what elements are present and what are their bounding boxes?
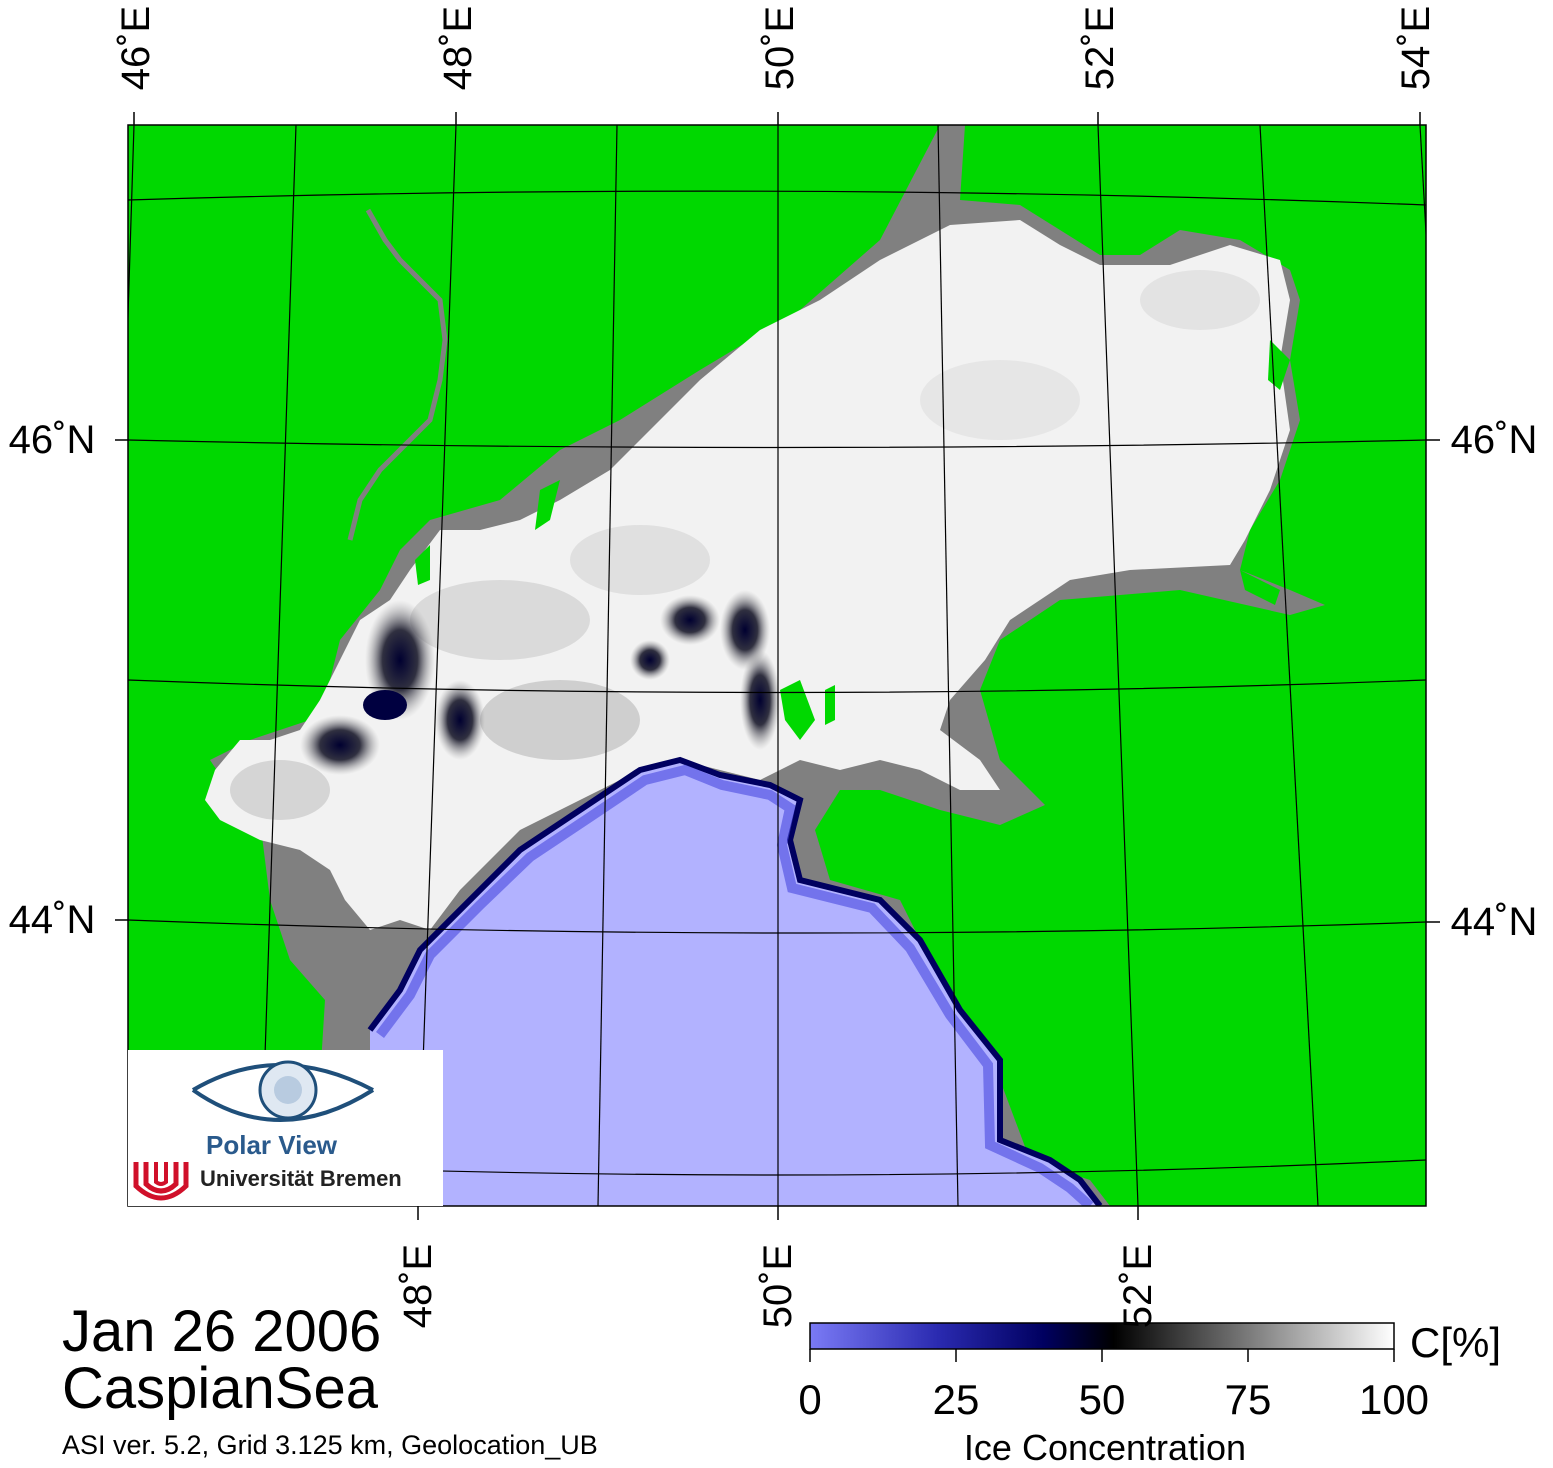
meridian-line bbox=[259, 125, 297, 1206]
meridian-line bbox=[1259, 125, 1319, 1206]
graticule bbox=[128, 125, 1426, 1206]
ice-edge bbox=[367, 756, 1103, 1206]
colorbar-tick-label: 25 bbox=[932, 1376, 980, 1423]
parallel-line bbox=[128, 439, 1426, 449]
ice-texture bbox=[230, 270, 1260, 820]
map-date: Jan 26 2006 bbox=[62, 1299, 382, 1364]
colorbar-tick-label: 75 bbox=[1224, 1376, 1272, 1423]
tick-marks bbox=[115, 112, 1440, 1220]
colorbar-title: Ice Concentration bbox=[963, 1427, 1247, 1468]
colorbar-tick-label: 0 bbox=[798, 1376, 822, 1423]
open-water bbox=[370, 760, 1100, 1206]
map-meta: ASI ver. 5.2, Grid 3.125 km, Geolocation… bbox=[62, 1430, 598, 1460]
lon-label-top: 46˚E bbox=[114, 5, 158, 91]
river bbox=[347, 208, 448, 541]
lon-label-top: 52˚E bbox=[1078, 5, 1122, 91]
map-frame bbox=[127, 124, 1427, 1207]
sea-ice bbox=[205, 220, 1290, 930]
meridian-line bbox=[1419, 125, 1426, 244]
colorbar-tick-label: 100 bbox=[1358, 1376, 1430, 1423]
meridian-line bbox=[417, 125, 457, 1206]
university-emblem-icon bbox=[133, 1162, 189, 1201]
polar-view-logo: Polar View Universität Bremen bbox=[128, 1050, 443, 1206]
lon-label-bottom: 48˚E bbox=[396, 1243, 440, 1329]
lon-label-bottom: 50˚E bbox=[756, 1243, 800, 1329]
lat-label-left: 44˚N bbox=[8, 898, 96, 942]
colorbar-tick-label: 50 bbox=[1078, 1376, 1126, 1423]
lon-label-top: 54˚E bbox=[1394, 5, 1438, 91]
logo-name: Polar View bbox=[206, 1130, 338, 1160]
parallel-line bbox=[128, 919, 1426, 934]
ice-edge-inner bbox=[376, 764, 1094, 1206]
colorbar-unit: C[%] bbox=[1410, 1319, 1502, 1366]
eye-icon bbox=[191, 1060, 375, 1122]
lon-label-top: 48˚E bbox=[436, 5, 480, 91]
colorbar-ticks bbox=[809, 1349, 1395, 1362]
lon-label-bottom: 52˚E bbox=[1116, 1243, 1160, 1329]
lat-label-right: 46˚N bbox=[1450, 418, 1538, 462]
lon-label-top: 50˚E bbox=[758, 5, 802, 91]
colorbar bbox=[809, 1322, 1395, 1350]
logo-institution: Universität Bremen bbox=[200, 1166, 402, 1191]
parallel-line bbox=[128, 679, 1426, 694]
meridian-line bbox=[1097, 125, 1139, 1206]
meridian-line bbox=[597, 125, 618, 1206]
lat-label-left: 46˚N bbox=[8, 418, 96, 462]
meridian-line bbox=[937, 125, 959, 1206]
map-region: CaspianSea bbox=[62, 1356, 378, 1421]
lat-label-right: 44˚N bbox=[1450, 900, 1538, 944]
low-concentration-patches bbox=[300, 590, 780, 775]
parallel-line bbox=[128, 190, 1426, 206]
